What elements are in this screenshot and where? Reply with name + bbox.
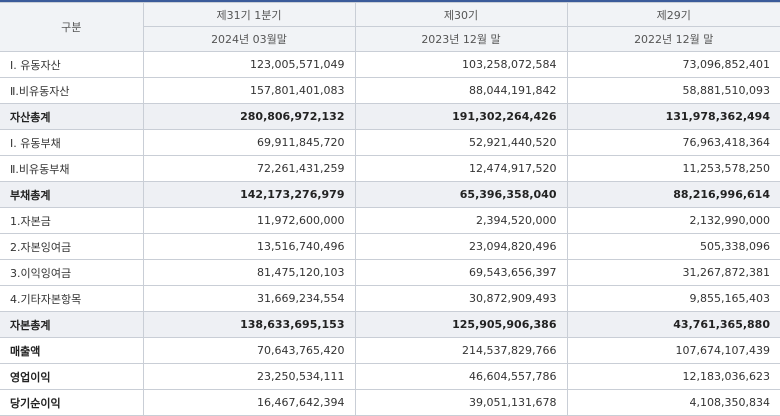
row-label: 자본총계	[0, 311, 144, 338]
row-value-period-1: 13,516,740,496	[142, 233, 356, 260]
header-date-1: 2024년 03월말	[143, 26, 356, 52]
header-row-periods: 구분 제31기 1분기 제30기 제29기	[0, 2, 780, 52]
table-row: 4.기타자본항목 31,669,234,554 30,872,909,493 9,85…	[0, 285, 780, 312]
row-value-period-2: 39,051,131,678	[354, 389, 568, 416]
row-value-period-3: 31,267,872,381	[566, 259, 780, 286]
row-value-period-1: 11,972,600,000	[142, 207, 356, 234]
row-value-period-3: 73,096,852,401	[566, 51, 780, 78]
row-label: 1.자본금	[0, 207, 144, 234]
row-value-period-3: 76,963,418,364	[566, 129, 780, 156]
header-period-3: 제29기	[566, 2, 780, 27]
row-value-period-2: 2,394,520,000	[354, 207, 568, 234]
row-value-period-1: 157,801,401,083	[142, 77, 356, 104]
row-value-period-3: 505,338,096	[566, 233, 780, 260]
header-period-2: 제30기	[354, 2, 568, 27]
header-date-2: 2023년 12월 말	[354, 26, 568, 52]
row-value-period-1: 138,633,695,153	[142, 311, 356, 338]
row-label: Ⅱ.비유동부채	[0, 155, 144, 182]
row-label: 영업이익	[0, 363, 144, 390]
row-value-period-1: 72,261,431,259	[142, 155, 356, 182]
row-value-period-2: 88,044,191,842	[354, 77, 568, 104]
row-value-period-2: 46,604,557,786	[354, 363, 568, 390]
row-value-period-1: 70,643,765,420	[142, 337, 356, 364]
row-value-period-1: 123,005,571,049	[142, 51, 356, 78]
row-value-period-3: 2,132,990,000	[566, 207, 780, 234]
row-value-period-1: 31,669,234,554	[142, 285, 356, 312]
table-row: 3.이익잉여금 81,475,120,103 69,543,656,397 31,26…	[0, 259, 780, 286]
row-value-period-2: 52,921,440,520	[354, 129, 568, 156]
row-label: Ⅰ. 유동부채	[0, 129, 144, 156]
row-label: Ⅰ. 유동자산	[0, 51, 144, 78]
row-value-period-2: 65,396,358,040	[354, 181, 568, 208]
row-value-period-3: 4,108,350,834	[566, 389, 780, 416]
row-value-period-3: 11,253,578,250	[566, 155, 780, 182]
row-value-period-1: 16,467,642,394	[142, 389, 356, 416]
row-label: 부채총계	[0, 181, 144, 208]
row-value-period-2: 12,474,917,520	[354, 155, 568, 182]
row-label: Ⅱ.비유동자산	[0, 77, 144, 104]
table-row: 부채총계 142,173,276,979 65,396,358,040 88,216,…	[0, 181, 780, 208]
row-label: 당기순이익	[0, 389, 144, 416]
row-value-period-3: 107,674,107,439	[566, 337, 780, 364]
table-body: Ⅰ. 유동자산 123,005,571,049 103,258,072,584 73,…	[0, 51, 780, 416]
table-row: 자본총계 138,633,695,153 125,905,906,386 43,761…	[0, 311, 780, 338]
table-row: 영업이익 23,250,534,111 46,604,557,786 12,183,0…	[0, 363, 780, 390]
row-value-period-1: 81,475,120,103	[142, 259, 356, 286]
table-row: Ⅱ.비유동부채 72,261,431,259 12,474,917,520 11,25…	[0, 155, 780, 182]
table-row: Ⅱ.비유동자산 157,801,401,083 88,044,191,842 58,8…	[0, 77, 780, 104]
header-date-3: 2022년 12월 말	[566, 26, 780, 52]
row-value-period-2: 103,258,072,584	[354, 51, 568, 78]
row-label: 자산총계	[0, 103, 144, 130]
row-value-period-1: 280,806,972,132	[142, 103, 356, 130]
table-row: 당기순이익 16,467,642,394 39,051,131,678 4,108,3…	[0, 389, 780, 416]
row-value-period-2: 214,537,829,766	[354, 337, 568, 364]
header-category: 구분	[0, 2, 144, 52]
table-row: 매출액 70,643,765,420 214,537,829,766 107,674,…	[0, 337, 780, 364]
row-value-period-3: 43,761,365,880	[566, 311, 780, 338]
row-value-period-3: 131,978,362,494	[566, 103, 780, 130]
table-row: 2.자본잉여금 13,516,740,496 23,094,820,496 505,3…	[0, 233, 780, 260]
row-value-period-2: 30,872,909,493	[354, 285, 568, 312]
row-value-period-3: 12,183,036,623	[566, 363, 780, 390]
row-value-period-3: 58,881,510,093	[566, 77, 780, 104]
table-row: Ⅰ. 유동자산 123,005,571,049 103,258,072,584 73,…	[0, 51, 780, 78]
row-value-period-1: 142,173,276,979	[142, 181, 356, 208]
row-value-period-2: 23,094,820,496	[354, 233, 568, 260]
row-value-period-2: 191,302,264,426	[354, 103, 568, 130]
row-label: 2.자본잉여금	[0, 233, 144, 260]
table-row: Ⅰ. 유동부채 69,911,845,720 52,921,440,520 76,96…	[0, 129, 780, 156]
row-value-period-2: 125,905,906,386	[354, 311, 568, 338]
table-row: 1.자본금 11,972,600,000 2,394,520,000 2,132,99…	[0, 207, 780, 234]
row-value-period-1: 69,911,845,720	[142, 129, 356, 156]
table-row: 자산총계 280,806,972,132 191,302,264,426 131,97…	[0, 103, 780, 130]
row-value-period-3: 9,855,165,403	[566, 285, 780, 312]
row-label: 매출액	[0, 337, 144, 364]
table-header: 구분 제31기 1분기 제30기 제29기 2024년 03월말 2023년 1…	[0, 2, 780, 52]
row-value-period-3: 88,216,996,614	[566, 181, 780, 208]
header-period-1: 제31기 1분기	[142, 2, 356, 27]
row-label: 4.기타자본항목	[0, 285, 144, 312]
row-label: 3.이익잉여금	[0, 259, 144, 286]
row-value-period-1: 23,250,534,111	[142, 363, 356, 390]
row-value-period-2: 69,543,656,397	[354, 259, 568, 286]
